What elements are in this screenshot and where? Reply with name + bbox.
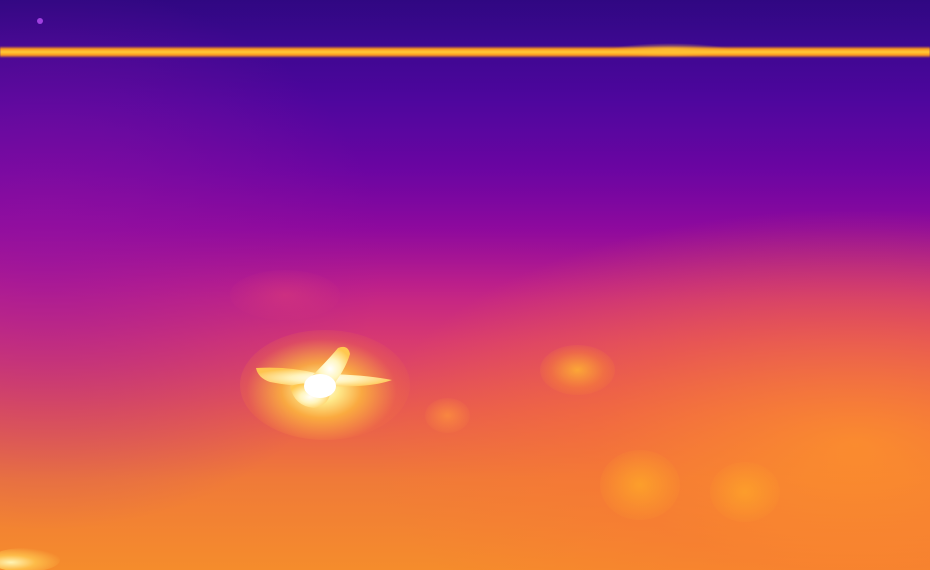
warm-spot [600, 450, 680, 520]
hot-corner-streak [0, 548, 60, 570]
warm-spot [710, 462, 780, 522]
aircraft-hotspot [256, 346, 392, 408]
warm-haze-patch [230, 270, 340, 320]
hot-horizontal-line [0, 46, 930, 58]
hot-pixel-speck [37, 18, 43, 24]
warm-spot [425, 398, 470, 433]
hot-line-bulge [610, 43, 730, 57]
warm-spot [540, 345, 615, 395]
